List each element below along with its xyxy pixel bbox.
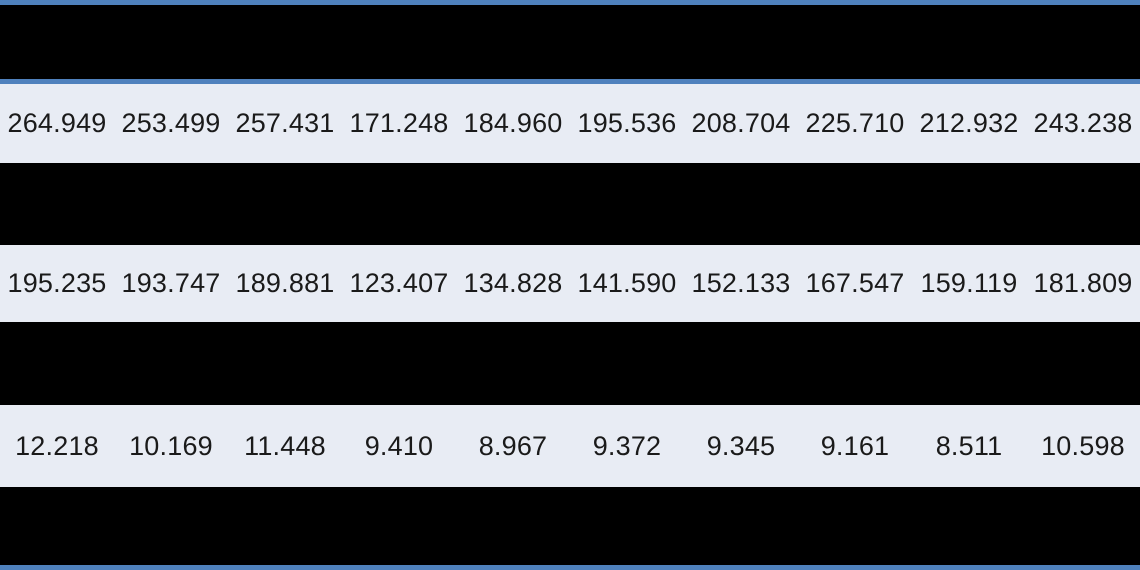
table-cell: 10.169 (129, 430, 213, 461)
table-cell: 10.598 (1041, 430, 1125, 461)
redacted-row (0, 163, 1140, 245)
table-cell: 9.345 (706, 430, 776, 461)
table-row: 12.218 10.169 11.448 9.410 8.967 9.372 9.345 9.… (0, 405, 1140, 487)
table-cell: 152.133 (691, 268, 791, 298)
table-cell: 9.410 (364, 430, 434, 461)
table-cell: 11.448 (244, 430, 326, 461)
table-cell: 243.238 (1033, 108, 1133, 138)
table-cell: 159.119 (920, 268, 1018, 298)
table-cell: 195.235 (7, 268, 107, 298)
table-cell: 181.809 (1033, 268, 1133, 298)
table-row: 264.949 253.499 257.431 171.248 184.960 195.5… (0, 84, 1140, 163)
table-cell: 264.949 (7, 108, 107, 138)
table-cell: 123.407 (349, 268, 449, 298)
redacted-header-row (0, 5, 1140, 79)
redacted-row (0, 487, 1140, 565)
table-cell: 167.547 (805, 268, 905, 298)
table-cell: 257.431 (235, 108, 335, 138)
table-row: 195.235 193.747 189.881 123.407 134.828 141.5… (0, 245, 1140, 322)
table-border-bottom (0, 565, 1140, 570)
table-cell: 9.372 (592, 430, 662, 461)
table-cell: 253.499 (121, 108, 221, 138)
table-cell: 193.747 (121, 268, 221, 298)
table-cell: 208.704 (691, 108, 791, 138)
table-cell: 8.511 (935, 430, 1003, 461)
table-cell: 195.536 (577, 108, 677, 138)
table-cell: 189.881 (235, 268, 335, 298)
redacted-row (0, 322, 1140, 405)
header-underline-border (0, 79, 1140, 84)
table-cell: 141.590 (577, 268, 677, 298)
table-cell: 8.967 (478, 430, 548, 461)
table-cell: 171.248 (349, 108, 449, 138)
table-border-top (0, 0, 1140, 5)
table-cell: 225.710 (805, 108, 905, 138)
table-cell: 9.161 (820, 430, 890, 461)
table-cell: 12.218 (15, 430, 99, 461)
table-cell: 212.932 (919, 108, 1019, 138)
table-cell: 134.828 (463, 268, 563, 298)
table-cell: 184.960 (463, 108, 563, 138)
